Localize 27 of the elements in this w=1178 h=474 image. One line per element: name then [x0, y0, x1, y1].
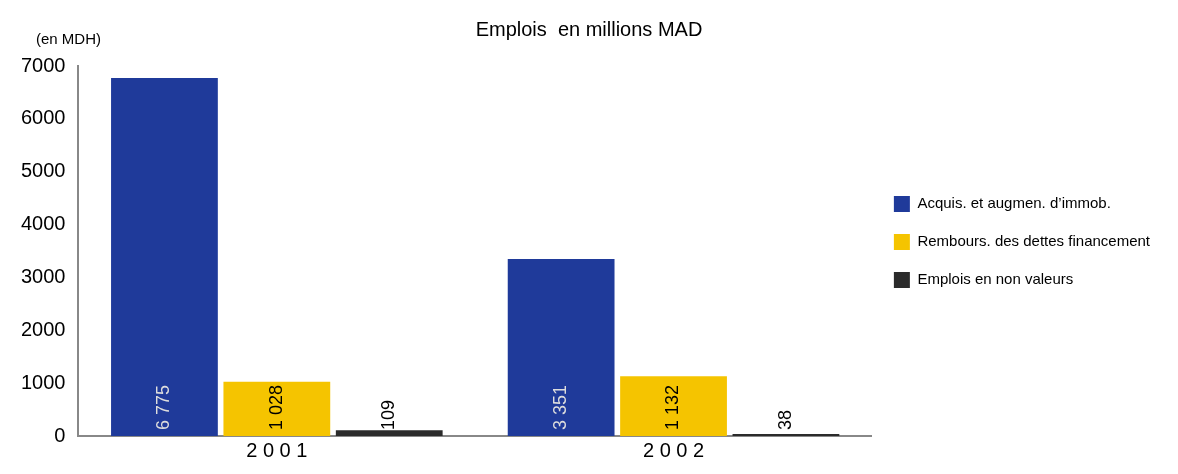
y-tick-label: 5000	[20, 159, 66, 182]
bar	[335, 430, 443, 436]
y-tick-label: 6000	[20, 106, 66, 129]
chart-title: Emplois en millions MAD	[475, 17, 703, 40]
legend-label: Rembours. des dettes financement	[917, 232, 1151, 250]
data-label: 38	[774, 409, 795, 430]
bar	[732, 433, 840, 436]
bar	[111, 77, 218, 436]
data-label: 1 132	[662, 384, 683, 430]
y-axis-title: (en MDH)	[36, 29, 102, 47]
data-label: 6 775	[153, 384, 174, 430]
y-tick-label: 4000	[20, 212, 66, 235]
y-tick-label: 1000	[20, 370, 66, 393]
bar	[223, 381, 331, 436]
y-tick-label: 0	[54, 423, 66, 446]
legend-label: Acquis. et augmen. d’immob.	[917, 194, 1111, 212]
y-tick-label: 7000	[20, 53, 66, 76]
y-tick-label: 3000	[20, 264, 66, 287]
legend-label: Emplois en non valeurs	[917, 270, 1074, 288]
data-label: 3 351	[550, 384, 571, 430]
x-tick-label: 2 0 0 2	[642, 438, 705, 461]
bar	[507, 258, 615, 436]
y-tick-label: 2000	[20, 317, 66, 340]
x-tick-label: 2 0 0 1	[246, 438, 308, 461]
data-label: 109	[378, 399, 399, 430]
bar	[620, 376, 727, 436]
data-label: 1 028	[265, 384, 286, 430]
